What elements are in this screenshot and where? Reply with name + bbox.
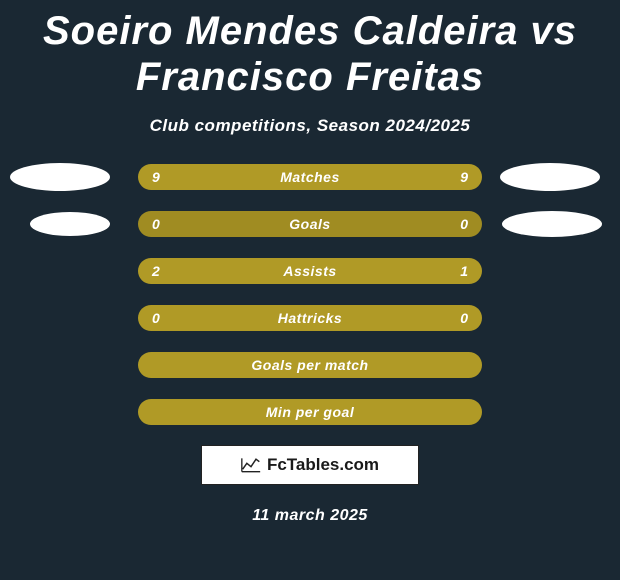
stat-label: Goals per match [251, 357, 368, 373]
date-label: 11 march 2025 [0, 507, 620, 525]
stat-label: Min per goal [266, 404, 354, 420]
stats-container: 9 Matches 9 0 Goals 0 2 Assists 1 0 Hatt… [0, 164, 620, 425]
stat-value-left: 0 [152, 216, 160, 232]
stat-bar: 9 Matches 9 [138, 164, 482, 190]
page-title: Soeiro Mendes Caldeira vs Francisco Frei… [0, 0, 620, 100]
stat-label: Goals [289, 216, 330, 232]
stat-bar: 2 Assists 1 [138, 258, 482, 284]
stat-value-left: 2 [152, 263, 160, 279]
stat-row-min-per-goal: Min per goal [0, 399, 620, 425]
stat-label: Hattricks [278, 310, 342, 326]
stat-row-hattricks: 0 Hattricks 0 [0, 305, 620, 331]
stat-bar: Min per goal [138, 399, 482, 425]
stat-value-left: 9 [152, 169, 160, 185]
badge-text: FcTables.com [267, 455, 379, 475]
stat-row-goals-per-match: Goals per match [0, 352, 620, 378]
fctables-badge[interactable]: FcTables.com [201, 445, 419, 485]
chart-line-icon [241, 456, 261, 474]
stat-value-left: 0 [152, 310, 160, 326]
subtitle: Club competitions, Season 2024/2025 [0, 116, 620, 136]
player-oval-left [30, 212, 110, 236]
stat-label: Matches [280, 169, 340, 185]
stat-value-right: 0 [460, 216, 468, 232]
stat-bar: 0 Goals 0 [138, 211, 482, 237]
player-oval-right [502, 211, 602, 237]
stat-row-assists: 2 Assists 1 [0, 258, 620, 284]
stat-row-goals: 0 Goals 0 [0, 211, 620, 237]
stat-label: Assists [283, 263, 336, 279]
stat-value-right: 0 [460, 310, 468, 326]
player-oval-right [500, 163, 600, 191]
stat-value-right: 1 [460, 263, 468, 279]
stat-bar: Goals per match [138, 352, 482, 378]
player-oval-left [10, 163, 110, 191]
stat-row-matches: 9 Matches 9 [0, 164, 620, 190]
stat-value-right: 9 [460, 169, 468, 185]
stat-bar: 0 Hattricks 0 [138, 305, 482, 331]
